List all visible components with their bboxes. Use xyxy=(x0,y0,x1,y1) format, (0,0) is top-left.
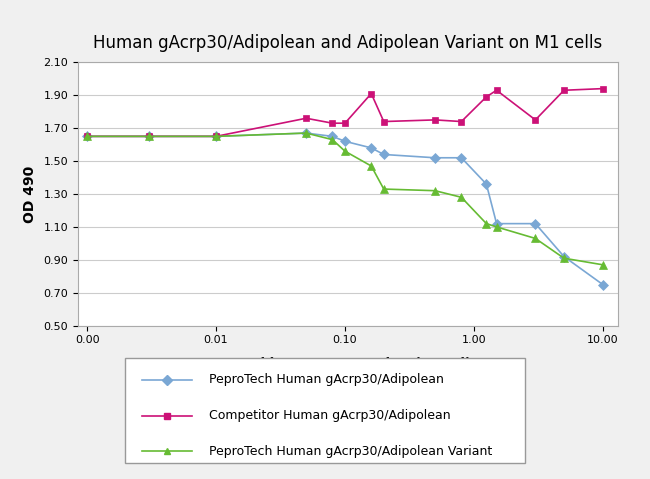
Competitor Human gAcrp30/Adipolean xyxy=(380,119,387,125)
Text: PeproTech Human gAcrp30/Adipolean Variant: PeproTech Human gAcrp30/Adipolean Varian… xyxy=(209,445,492,458)
PeproTech Human gAcrp30/Adipolean xyxy=(458,155,465,160)
PeproTech Human gAcrp30/Adipolean Variant xyxy=(367,163,375,169)
Competitor Human gAcrp30/Adipolean xyxy=(145,134,153,139)
PeproTech Human gAcrp30/Adipolean xyxy=(493,221,500,227)
PeproTech Human gAcrp30/Adipolean Variant xyxy=(302,130,310,136)
PeproTech Human gAcrp30/Adipolean xyxy=(367,145,375,151)
PeproTech Human gAcrp30/Adipolean Variant xyxy=(212,134,220,139)
Competitor Human gAcrp30/Adipolean xyxy=(431,117,439,123)
Line: PeproTech Human gAcrp30/Adipolean: PeproTech Human gAcrp30/Adipolean xyxy=(84,130,606,288)
Text: Competitor Human gAcrp30/Adipolean: Competitor Human gAcrp30/Adipolean xyxy=(209,409,450,422)
PeproTech Human gAcrp30/Adipolean xyxy=(380,151,387,157)
FancyBboxPatch shape xyxy=(125,358,525,464)
PeproTech Human gAcrp30/Adipolean xyxy=(302,130,310,136)
Competitor Human gAcrp30/Adipolean xyxy=(302,115,310,121)
PeproTech Human gAcrp30/Adipolean Variant xyxy=(482,221,490,227)
Competitor Human gAcrp30/Adipolean xyxy=(493,87,500,93)
Competitor Human gAcrp30/Adipolean xyxy=(560,87,568,93)
X-axis label: Cytokine Concentration (μg/ml): Cytokine Concentration (μg/ml) xyxy=(224,356,471,371)
PeproTech Human gAcrp30/Adipolean Variant xyxy=(380,186,387,192)
Competitor Human gAcrp30/Adipolean xyxy=(458,119,465,125)
PeproTech Human gAcrp30/Adipolean Variant xyxy=(328,137,336,143)
PeproTech Human gAcrp30/Adipolean Variant xyxy=(431,188,439,194)
Competitor Human gAcrp30/Adipolean xyxy=(212,134,220,139)
Competitor Human gAcrp30/Adipolean xyxy=(328,120,336,126)
Line: PeproTech Human gAcrp30/Adipolean Variant: PeproTech Human gAcrp30/Adipolean Varian… xyxy=(83,129,607,269)
Competitor Human gAcrp30/Adipolean xyxy=(532,117,539,123)
PeproTech Human gAcrp30/Adipolean xyxy=(83,134,91,139)
PeproTech Human gAcrp30/Adipolean Variant xyxy=(145,134,153,139)
Competitor Human gAcrp30/Adipolean xyxy=(482,94,490,100)
PeproTech Human gAcrp30/Adipolean xyxy=(532,221,539,227)
Competitor Human gAcrp30/Adipolean xyxy=(341,120,349,126)
PeproTech Human gAcrp30/Adipolean xyxy=(212,134,220,139)
PeproTech Human gAcrp30/Adipolean Variant xyxy=(83,134,91,139)
PeproTech Human gAcrp30/Adipolean Variant xyxy=(532,236,539,241)
Line: Competitor Human gAcrp30/Adipolean: Competitor Human gAcrp30/Adipolean xyxy=(84,85,606,140)
Title: Human gAcrp30/Adipolean and Adipolean Variant on M1 cells: Human gAcrp30/Adipolean and Adipolean Va… xyxy=(93,34,603,52)
PeproTech Human gAcrp30/Adipolean Variant xyxy=(458,194,465,200)
PeproTech Human gAcrp30/Adipolean xyxy=(431,155,439,160)
Y-axis label: OD 490: OD 490 xyxy=(23,165,36,223)
PeproTech Human gAcrp30/Adipolean xyxy=(560,254,568,260)
Competitor Human gAcrp30/Adipolean xyxy=(599,86,606,91)
PeproTech Human gAcrp30/Adipolean Variant xyxy=(341,148,349,154)
Competitor Human gAcrp30/Adipolean xyxy=(367,91,375,96)
PeproTech Human gAcrp30/Adipolean xyxy=(482,181,490,187)
Text: PeproTech Human gAcrp30/Adipolean: PeproTech Human gAcrp30/Adipolean xyxy=(209,373,443,386)
PeproTech Human gAcrp30/Adipolean Variant xyxy=(493,224,500,230)
PeproTech Human gAcrp30/Adipolean xyxy=(341,138,349,144)
PeproTech Human gAcrp30/Adipolean xyxy=(599,282,606,287)
PeproTech Human gAcrp30/Adipolean Variant xyxy=(599,262,606,268)
PeproTech Human gAcrp30/Adipolean xyxy=(145,134,153,139)
Competitor Human gAcrp30/Adipolean xyxy=(83,134,91,139)
PeproTech Human gAcrp30/Adipolean xyxy=(328,134,336,139)
PeproTech Human gAcrp30/Adipolean Variant xyxy=(560,255,568,261)
